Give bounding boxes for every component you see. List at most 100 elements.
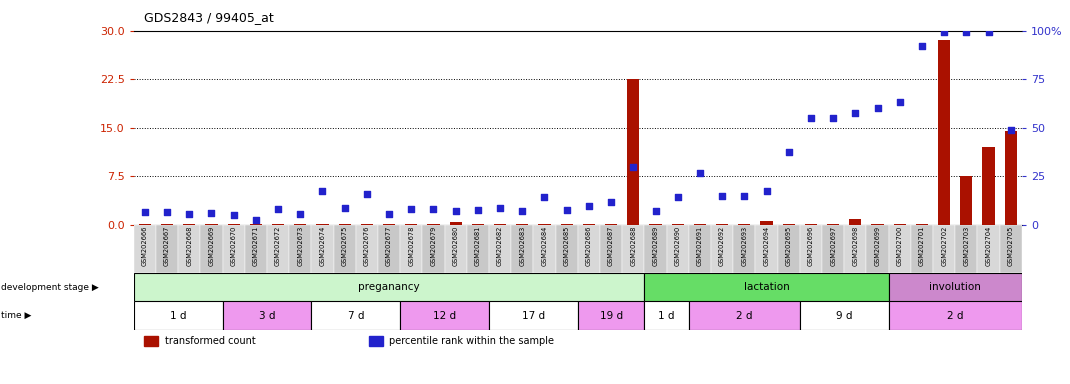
Bar <box>850 220 861 225</box>
Bar <box>649 223 661 225</box>
Bar <box>467 225 489 273</box>
Bar <box>134 273 644 301</box>
Text: GSM202692: GSM202692 <box>719 226 725 266</box>
Text: GSM202700: GSM202700 <box>897 226 903 266</box>
Text: GSM202696: GSM202696 <box>808 226 814 266</box>
Text: GSM202672: GSM202672 <box>275 226 281 266</box>
Text: development stage ▶: development stage ▶ <box>1 283 98 291</box>
Bar <box>778 225 799 273</box>
Point <box>336 205 353 211</box>
Bar <box>378 225 400 273</box>
Text: GSM202705: GSM202705 <box>1008 226 1013 266</box>
Text: 2 d: 2 d <box>736 311 752 321</box>
Bar <box>782 223 795 225</box>
Point <box>958 29 975 35</box>
Bar <box>228 223 240 225</box>
Bar <box>489 301 578 330</box>
Bar <box>494 223 506 225</box>
Point <box>158 209 175 215</box>
Text: GSM202687: GSM202687 <box>608 226 614 266</box>
Text: GSM202679: GSM202679 <box>430 226 437 266</box>
Text: GSM202683: GSM202683 <box>519 226 525 266</box>
Text: 9 d: 9 d <box>836 311 853 321</box>
Bar <box>888 273 1022 301</box>
Text: GSM202694: GSM202694 <box>764 226 769 266</box>
Bar <box>134 301 223 330</box>
Bar <box>183 223 196 225</box>
Text: GSM202685: GSM202685 <box>564 226 569 266</box>
Point <box>758 188 775 194</box>
Point <box>447 208 464 214</box>
Text: GSM202674: GSM202674 <box>320 226 325 266</box>
Bar <box>960 176 973 225</box>
Point <box>647 208 664 214</box>
Bar <box>406 223 417 225</box>
Text: GSM202702: GSM202702 <box>942 226 947 266</box>
Text: GSM202684: GSM202684 <box>541 226 548 266</box>
Bar <box>311 301 400 330</box>
Bar <box>911 225 933 273</box>
Bar <box>578 225 600 273</box>
Point <box>625 164 642 170</box>
Bar <box>423 225 445 273</box>
Text: 17 d: 17 d <box>522 311 545 321</box>
Bar <box>538 223 551 225</box>
Text: GSM202688: GSM202688 <box>630 226 637 266</box>
Bar <box>667 225 689 273</box>
Bar <box>689 225 710 273</box>
Bar <box>755 225 778 273</box>
Text: GSM202669: GSM202669 <box>209 226 214 266</box>
Bar <box>200 225 223 273</box>
Bar <box>1005 131 1016 225</box>
Bar <box>605 223 617 225</box>
Bar <box>555 225 578 273</box>
Text: GSM202686: GSM202686 <box>586 226 592 266</box>
Text: GSM202680: GSM202680 <box>453 226 459 266</box>
Bar <box>533 225 555 273</box>
Text: GSM202666: GSM202666 <box>142 226 148 266</box>
Text: GSM202676: GSM202676 <box>364 226 370 266</box>
Bar <box>578 301 644 330</box>
Point <box>536 194 553 200</box>
Point <box>292 211 309 217</box>
Bar <box>844 225 867 273</box>
Text: 1 d: 1 d <box>658 311 675 321</box>
Bar <box>999 225 1022 273</box>
Text: GSM202677: GSM202677 <box>386 226 392 266</box>
Bar <box>689 301 800 330</box>
Bar <box>644 301 689 330</box>
Bar <box>511 225 533 273</box>
Point <box>402 206 419 212</box>
Bar <box>355 225 378 273</box>
Bar <box>822 225 844 273</box>
Text: time ▶: time ▶ <box>1 311 31 320</box>
Point <box>1003 127 1020 133</box>
Bar <box>134 225 156 273</box>
Bar <box>956 225 978 273</box>
Bar <box>761 222 773 225</box>
Text: GSM202689: GSM202689 <box>653 226 658 266</box>
Bar <box>272 223 285 225</box>
Text: GSM202682: GSM202682 <box>498 226 503 266</box>
Bar <box>294 223 306 225</box>
Bar <box>289 225 311 273</box>
Text: transformed count: transformed count <box>165 336 256 346</box>
Point <box>181 211 198 217</box>
Text: GSM202678: GSM202678 <box>409 226 414 266</box>
Bar <box>805 223 817 225</box>
Text: GDS2843 / 99405_at: GDS2843 / 99405_at <box>144 12 274 25</box>
Text: 19 d: 19 d <box>599 311 623 321</box>
Bar <box>800 225 822 273</box>
Point <box>935 29 952 35</box>
Bar <box>223 301 311 330</box>
Bar <box>716 223 729 225</box>
Bar <box>400 301 489 330</box>
Text: 1 d: 1 d <box>170 311 186 321</box>
Point <box>425 206 442 212</box>
Bar <box>938 40 950 225</box>
Point <box>802 115 820 121</box>
Bar <box>160 223 173 225</box>
Bar <box>738 223 750 225</box>
Text: GSM202693: GSM202693 <box>742 226 747 266</box>
Point <box>691 170 708 176</box>
